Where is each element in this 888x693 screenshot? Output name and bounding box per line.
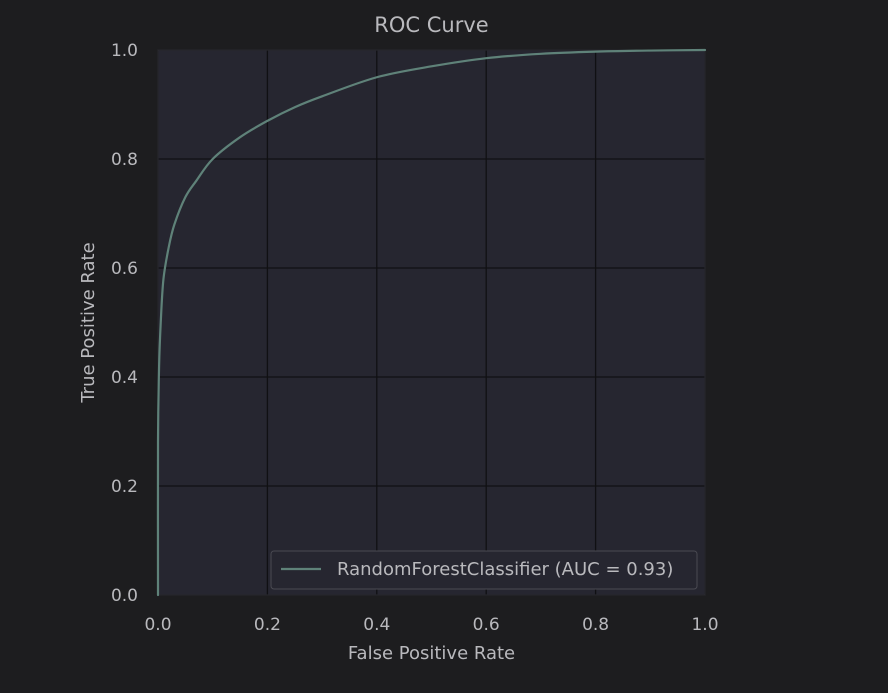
x-tick-label-0: 0.0 <box>144 615 171 635</box>
y-tick-label-5: 1.0 <box>111 41 138 61</box>
plot-area <box>158 50 705 595</box>
y-tick-label-0: 0.0 <box>111 586 138 606</box>
series-layer <box>156 48 707 597</box>
y-axis-label: True Positive Rate <box>78 242 99 403</box>
y-tick-label-2: 0.4 <box>111 368 138 388</box>
plot-spines <box>157 49 706 596</box>
legend-label: RandomForestClassifier (AUC = 0.93) <box>337 559 673 580</box>
y-tick-label-3: 0.6 <box>111 259 138 279</box>
x-tick-label-2: 0.4 <box>363 615 390 635</box>
x-tick-label-3: 0.6 <box>473 615 500 635</box>
x-tick-label-4: 0.8 <box>582 615 609 635</box>
chart-title: ROC Curve <box>374 13 488 37</box>
x-tick-label-1: 0.2 <box>254 615 281 635</box>
plot-border <box>157 49 706 596</box>
x-axis-ticks: 0.0 0.2 0.4 0.6 0.8 1.0 <box>144 615 718 635</box>
y-tick-label-1: 0.2 <box>111 477 138 497</box>
series-line-0 <box>156 48 707 597</box>
legend-box <box>270 550 698 590</box>
x-axis-label: False Positive Rate <box>348 643 515 664</box>
x-tick-label-5: 1.0 <box>691 615 718 635</box>
y-axis-ticks: 0.0 0.2 0.4 0.6 0.8 1.0 <box>111 41 138 606</box>
legend: RandomForestClassifier (AUC = 0.93) <box>270 550 698 590</box>
y-tick-label-4: 0.8 <box>111 150 138 170</box>
grid-lines <box>157 49 706 596</box>
